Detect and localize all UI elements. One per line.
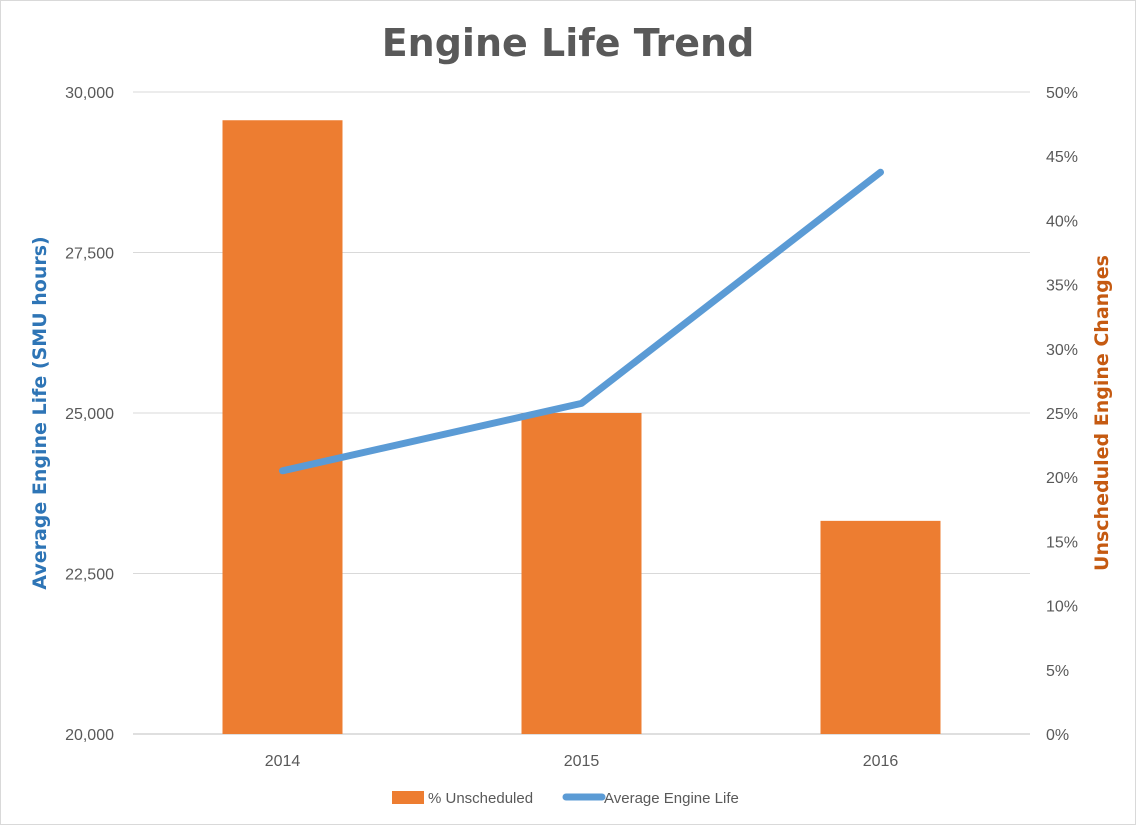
left-tick-label: 25,000 bbox=[65, 406, 114, 423]
right-axis-ticks: 50% 45% 40% 35% 30% 25% 20% 15% 10% 5% 0% bbox=[1046, 85, 1078, 744]
right-tick-label: 50% bbox=[1046, 85, 1078, 102]
left-tick-label: 22,500 bbox=[65, 567, 114, 584]
chart-title: Engine Life Trend bbox=[382, 21, 755, 65]
bar-series bbox=[222, 120, 941, 735]
right-tick-label: 15% bbox=[1046, 534, 1078, 551]
left-tick-label: 27,500 bbox=[65, 246, 114, 263]
legend-line-label: Average Engine Life bbox=[604, 790, 739, 807]
line-path bbox=[279, 168, 884, 475]
x-axis-ticks: 2014 2015 2016 bbox=[265, 753, 899, 770]
right-tick-label: 40% bbox=[1046, 213, 1078, 230]
left-axis-ticks: 30,000 27,500 25,000 22,500 20,000 bbox=[65, 85, 114, 744]
bar bbox=[521, 413, 642, 734]
legend-bar-swatch bbox=[392, 791, 424, 804]
x-tick-label: 2016 bbox=[863, 753, 899, 770]
right-tick-label: 45% bbox=[1046, 149, 1078, 166]
legend: % Unscheduled Average Engine Life bbox=[392, 790, 739, 807]
left-axis-title: Average Engine Life (SMU hours) bbox=[29, 236, 51, 589]
right-tick-label: 20% bbox=[1046, 470, 1078, 487]
left-tick-label: 20,000 bbox=[65, 727, 114, 744]
right-tick-label: 0% bbox=[1046, 727, 1069, 744]
bar bbox=[222, 120, 343, 735]
line-series bbox=[279, 168, 884, 475]
bar bbox=[820, 520, 941, 734]
x-tick-label: 2015 bbox=[564, 753, 600, 770]
right-tick-label: 5% bbox=[1046, 663, 1069, 680]
right-tick-label: 35% bbox=[1046, 278, 1078, 295]
legend-bar-label: % Unscheduled bbox=[428, 790, 533, 807]
right-axis-title: Unscheduled Engine Changes bbox=[1091, 255, 1113, 571]
x-tick-label: 2014 bbox=[265, 753, 301, 770]
right-tick-label: 30% bbox=[1046, 342, 1078, 359]
right-tick-label: 25% bbox=[1046, 406, 1078, 423]
right-tick-label: 10% bbox=[1046, 599, 1078, 616]
left-tick-label: 30,000 bbox=[65, 85, 114, 102]
